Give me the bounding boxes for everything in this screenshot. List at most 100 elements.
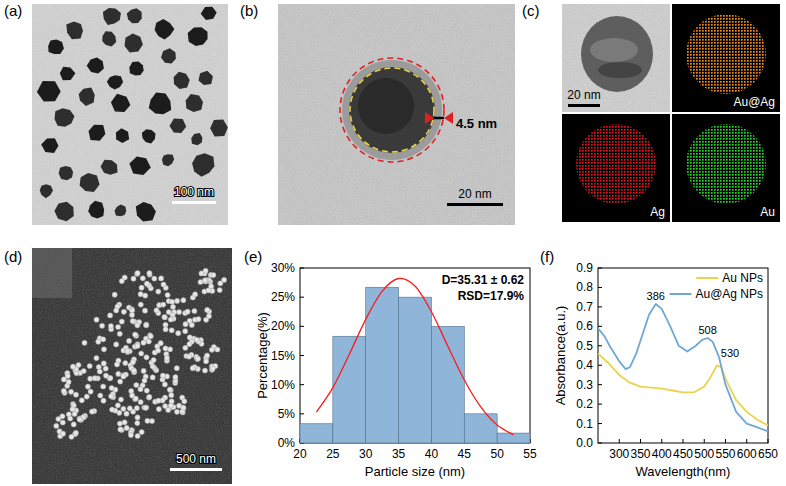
x-tick-label: 25	[326, 447, 340, 461]
map-background	[672, 114, 780, 222]
particle	[112, 292, 117, 297]
particle	[138, 387, 143, 392]
particle	[97, 369, 102, 374]
particle	[185, 309, 190, 314]
histogram-bar	[399, 297, 432, 443]
legend-swatch	[696, 277, 718, 279]
particle	[94, 317, 99, 322]
particle-detail	[598, 62, 642, 78]
particle	[135, 270, 140, 275]
particle	[103, 373, 108, 378]
map-signal	[576, 124, 656, 204]
particle	[60, 67, 76, 81]
particle	[173, 375, 178, 380]
axes: 3003504004505005506006500.00.10.20.30.40…	[553, 261, 778, 479]
particle	[183, 322, 188, 327]
particle	[192, 308, 197, 313]
histogram-bar	[300, 424, 333, 443]
panel-label: (f)	[540, 248, 554, 265]
scale-bar	[170, 468, 222, 471]
y-tick-label: 0.1	[576, 417, 593, 431]
x-tick-label: 450	[673, 447, 693, 461]
particle	[134, 382, 139, 387]
particle	[142, 308, 147, 313]
particle	[162, 315, 167, 320]
particle	[180, 410, 185, 415]
particle	[147, 394, 152, 399]
image-noise	[278, 4, 515, 225]
y-tick-label: 10%	[271, 378, 295, 392]
particle	[135, 421, 140, 426]
particle	[144, 355, 149, 360]
particle	[156, 348, 161, 353]
particle	[127, 406, 132, 411]
particle	[101, 384, 106, 389]
y-tick	[598, 326, 602, 327]
particle	[66, 22, 83, 40]
plot-frame	[300, 268, 530, 443]
particle	[87, 363, 92, 368]
particle	[204, 317, 209, 322]
particle	[139, 351, 144, 356]
figure: 100 nm(a)4.5 nm20 nm(b)20 nmAu@AgAgAu(c)…	[0, 0, 786, 486]
series-line	[598, 354, 768, 426]
particle	[96, 339, 101, 344]
map-label: Au	[760, 205, 775, 219]
particle	[133, 332, 138, 337]
legend-swatch	[669, 293, 691, 295]
particle	[162, 315, 167, 320]
particle	[187, 342, 192, 347]
particle	[98, 393, 103, 398]
x-tick-label: 500	[694, 447, 714, 461]
particle	[168, 317, 173, 322]
image-background	[278, 4, 515, 225]
peak-label: 508	[699, 324, 717, 336]
particle	[68, 416, 73, 421]
particle	[148, 333, 153, 338]
y-tick	[300, 326, 304, 327]
y-tick-label: 0.8	[576, 280, 593, 294]
particle	[146, 395, 151, 400]
particle	[161, 282, 166, 287]
particle	[141, 368, 146, 373]
particle	[156, 398, 161, 403]
particle	[142, 378, 147, 383]
particle	[37, 81, 61, 102]
particle	[130, 360, 135, 365]
particle	[158, 341, 163, 346]
plot-area	[300, 278, 530, 443]
particle	[79, 87, 95, 106]
y-tick-label: 0.2	[576, 397, 593, 411]
x-tick-label: 40	[425, 447, 439, 461]
particle	[125, 34, 143, 53]
particle	[168, 388, 173, 393]
particle	[110, 407, 115, 412]
y-tick-label: 0%	[278, 436, 296, 450]
arrow-head	[425, 112, 434, 124]
particle	[116, 324, 121, 329]
particle	[66, 379, 71, 384]
x-tick	[768, 439, 769, 443]
particle	[125, 348, 130, 353]
particle	[114, 308, 119, 313]
image-noise	[562, 4, 670, 112]
particle	[217, 288, 222, 293]
peak-label: 530	[721, 347, 739, 359]
particle	[114, 362, 119, 367]
x-tick	[640, 439, 641, 443]
particle	[138, 302, 143, 307]
image-panel: 20 nm	[562, 4, 670, 112]
particle	[114, 342, 119, 347]
particle	[170, 119, 187, 134]
particle	[119, 319, 124, 324]
y-tick	[598, 287, 602, 288]
particle	[135, 271, 140, 276]
particle	[181, 298, 186, 303]
particle	[127, 338, 132, 343]
particle	[209, 284, 214, 289]
y-axis-title: Percentage(%)	[255, 312, 270, 399]
particle	[135, 343, 140, 348]
y-tick	[300, 413, 304, 414]
particle	[149, 93, 172, 115]
particle	[165, 292, 170, 297]
